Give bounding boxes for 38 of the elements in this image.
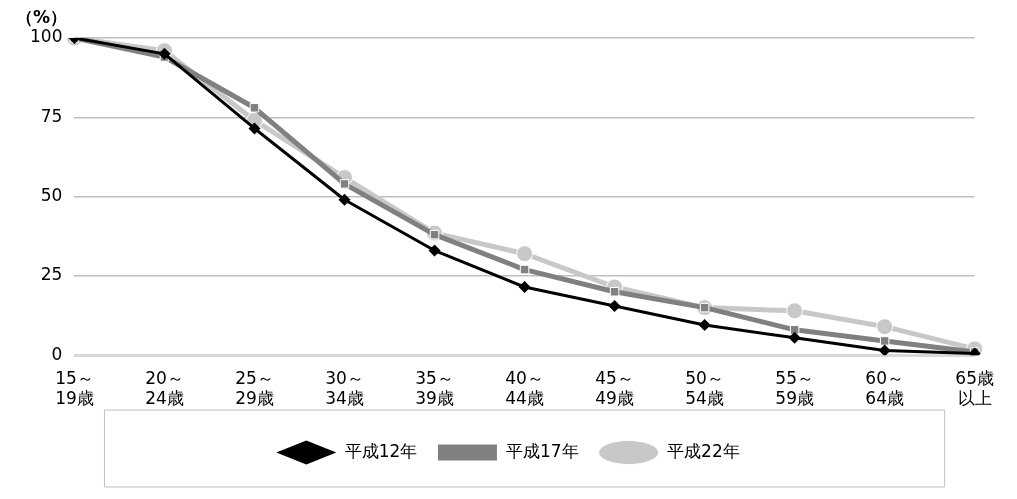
point [786, 302, 804, 320]
point [789, 325, 800, 335]
point [428, 244, 441, 257]
x-tick-label: 15～19歳 [55, 367, 94, 409]
x-tick-label: 60～64歳 [865, 367, 904, 409]
x-tick-label: 50～54歳 [685, 367, 724, 409]
point [339, 179, 350, 189]
x-tick-label: 30～34歳 [325, 367, 364, 409]
point [788, 331, 801, 344]
y-tick-label: 75 [40, 105, 63, 126]
point [516, 245, 534, 263]
point [876, 318, 894, 336]
x-tick-label: 40～44歳 [505, 367, 544, 409]
y-tick-label: 25 [40, 264, 63, 285]
point [519, 264, 530, 275]
point [518, 281, 531, 293]
y-tick-label: 0 [51, 343, 63, 364]
x-tick-label: 25～29歳 [235, 367, 274, 409]
point [878, 344, 891, 356]
legend-label: 平成12年 [344, 440, 418, 461]
point [698, 319, 711, 332]
y-tick-label: 100 [29, 26, 63, 47]
legend-label: 平成22年 [667, 440, 740, 461]
point [248, 122, 261, 135]
y-tick-label: 50 [40, 185, 63, 206]
x-tick-label: 35～39歳 [415, 367, 454, 409]
point [609, 287, 620, 297]
point [879, 336, 890, 346]
x-tick-label: 20～24歳 [145, 367, 184, 409]
x-tick-label: 45～49歳 [595, 367, 634, 409]
x-tick-label: 65歳以上 [955, 367, 994, 409]
x-tick-label: 55～59歳 [775, 367, 814, 409]
point [158, 47, 171, 60]
point [608, 300, 621, 313]
y-axis-title: （%） [16, 6, 68, 27]
legend-label: 平成17年 [505, 440, 579, 461]
point [338, 193, 351, 206]
point [249, 103, 260, 113]
